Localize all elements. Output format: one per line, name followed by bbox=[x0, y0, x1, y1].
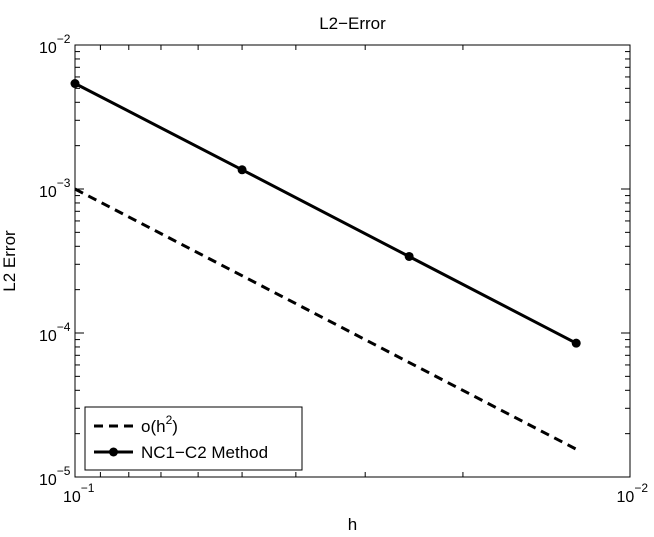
series-line-1 bbox=[74, 82, 577, 345]
y-tick-label-3-exponent: −5 bbox=[57, 464, 71, 478]
y-tick-label-2: 10−4 bbox=[39, 320, 71, 345]
legend-label-0-tail: ) bbox=[172, 417, 178, 436]
series-1-point-2 bbox=[404, 251, 414, 261]
x-axis-label: h bbox=[348, 515, 357, 534]
y-tick-label-0-exponent: −2 bbox=[57, 32, 71, 46]
x-tick-label-1-exponent: −2 bbox=[634, 481, 648, 495]
y-tick-label-0-base: 10 bbox=[39, 40, 57, 57]
x-tick-label-0-exponent: −1 bbox=[81, 481, 95, 495]
y-tick-label-2-base: 10 bbox=[39, 328, 57, 345]
series-layer bbox=[70, 79, 581, 451]
series-1-point-3 bbox=[571, 338, 581, 348]
y-tick-label-1-base: 10 bbox=[39, 184, 57, 201]
legend-label-1: NC1−C2 Method bbox=[141, 443, 268, 462]
series-1-point-1 bbox=[237, 165, 247, 175]
x-tick-label-0-base: 10 bbox=[63, 489, 81, 506]
legend-label-0-sup: 2 bbox=[166, 413, 173, 427]
legend: o(h2) NC1−C2 Method bbox=[84, 406, 303, 471]
chart-title: L2−Error bbox=[319, 14, 386, 33]
x-tick-label-1: 10−2 bbox=[617, 481, 649, 506]
y-tick-label-3-base: 10 bbox=[39, 472, 57, 489]
y-tick-label-2-exponent: −4 bbox=[57, 320, 71, 334]
legend-label-0: o(h2) bbox=[141, 413, 178, 436]
y-tick-label-1-exponent: −3 bbox=[57, 176, 71, 190]
plot-area bbox=[74, 44, 631, 478]
series-1-point-0 bbox=[70, 79, 80, 89]
legend-box bbox=[84, 406, 303, 471]
x-tick-label-0: 10−1 bbox=[63, 481, 95, 506]
y-tick-label-3: 10−5 bbox=[39, 464, 71, 489]
legend-marker-1 bbox=[109, 447, 118, 457]
legend-label-1-text: NC1−C2 Method bbox=[141, 443, 268, 462]
y-axis-label: L2 Error bbox=[0, 230, 19, 292]
y-tick-label-1: 10−3 bbox=[39, 176, 71, 201]
legend-label-0-text: o(h bbox=[141, 417, 166, 436]
y-tick-label-0: 10−2 bbox=[39, 32, 71, 57]
x-tick-label-1-base: 10 bbox=[617, 489, 635, 506]
axis-ticks: 10−210−310−410−510−110−2 bbox=[39, 32, 648, 506]
series-line-0 bbox=[74, 187, 577, 451]
